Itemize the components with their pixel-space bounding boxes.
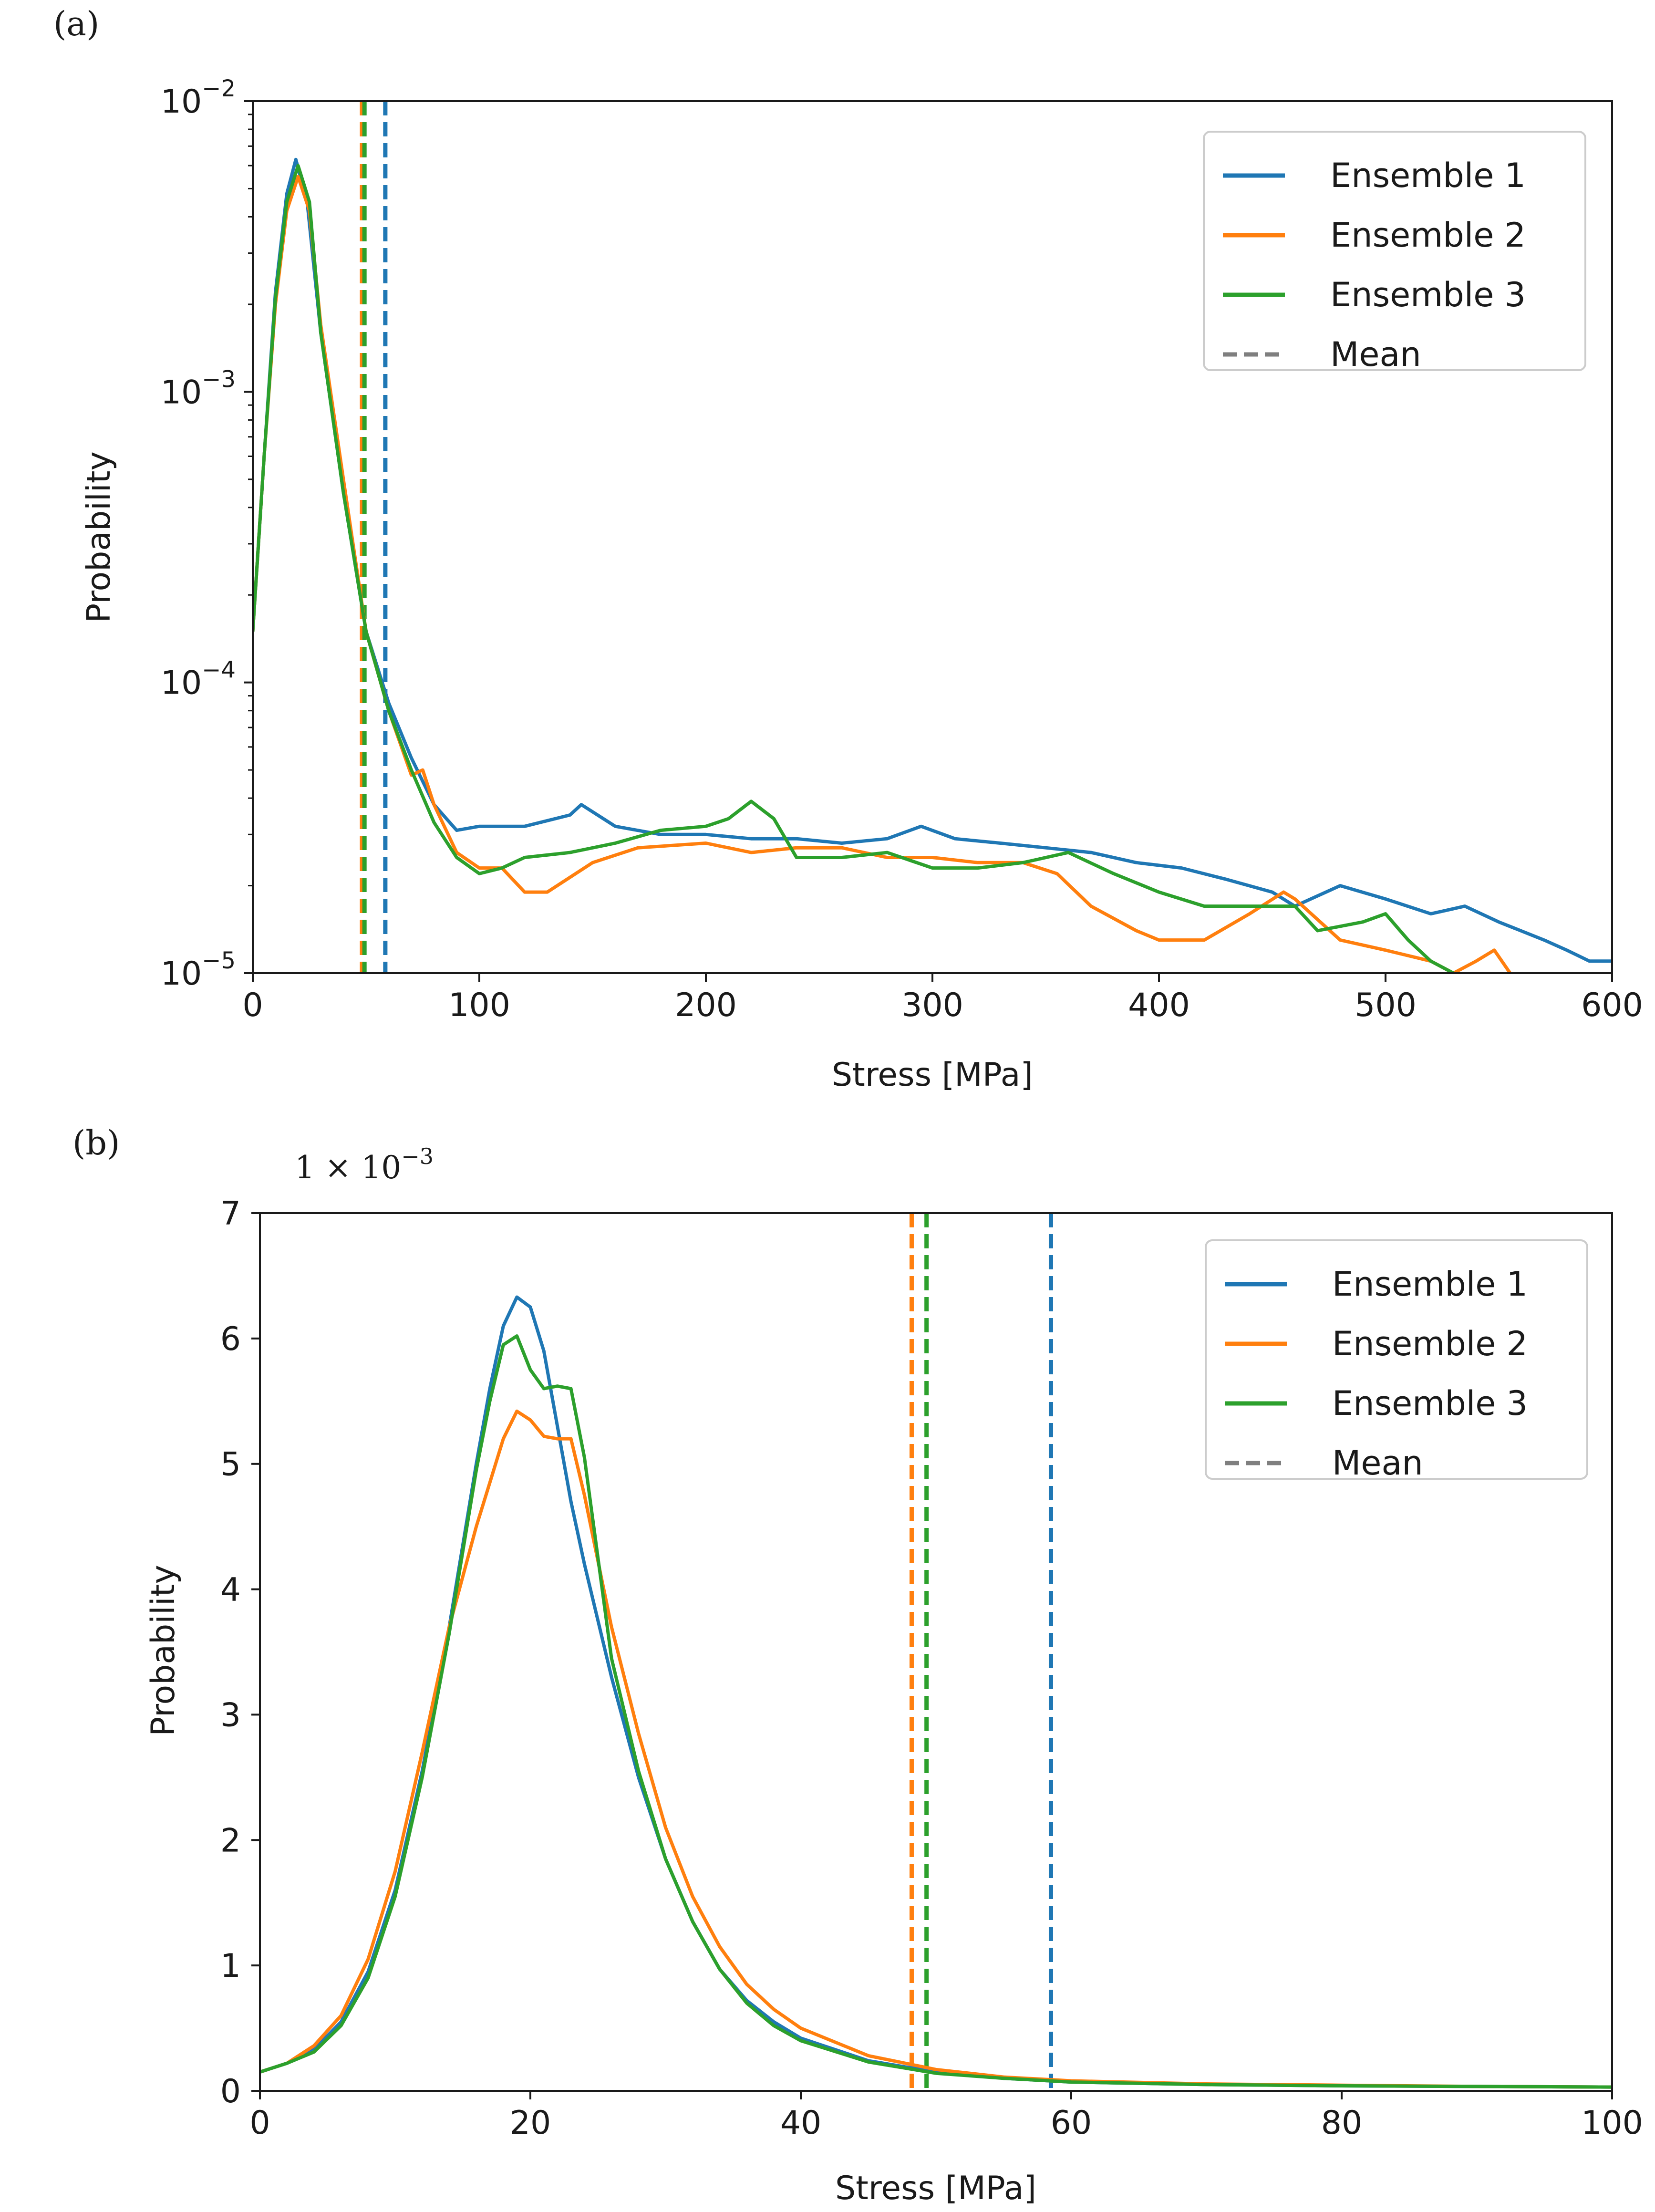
panel-b-xlabel: Stress [MPa] bbox=[835, 2170, 1036, 2207]
panel-a-label: (a) bbox=[53, 4, 99, 43]
panel-b-ytick-label: 3 bbox=[220, 1696, 241, 1734]
panel-a-legend: Ensemble 1 Ensemble 2 Ensemble 3 Mean bbox=[1203, 131, 1586, 374]
panel-a-series-ensemble-2 bbox=[253, 175, 1512, 973]
panel-b-series-ensemble-2 bbox=[260, 1409, 1612, 2089]
panel-a-legend-label-ensemble-2: Ensemble 2 bbox=[1330, 216, 1526, 255]
panel-b-xtick-label: 100 bbox=[1581, 2104, 1643, 2142]
panel-b-scale-factor-exp: −3 bbox=[401, 1143, 434, 1169]
panel-a-series-ensemble-3 bbox=[253, 164, 1455, 973]
panel-b-legend-label-ensemble-1: Ensemble 1 bbox=[1332, 1265, 1528, 1304]
panel-a-xtick-label: 200 bbox=[675, 987, 737, 1024]
panel-a-xtick-label: 0 bbox=[242, 987, 263, 1024]
panel-a-legend-box bbox=[1203, 131, 1586, 371]
panel-a-legend-label-ensemble-1: Ensemble 1 bbox=[1330, 156, 1526, 195]
panel-a-axes-frame bbox=[252, 100, 1613, 974]
panel-b: (b) 1 × 10−3 0 20 40 60 80 100 0 1 2 3 4 5 6 7 Stres… bbox=[72, 1123, 1643, 2207]
panel-a-xtick-label: 400 bbox=[1128, 987, 1190, 1024]
panel-a-xtick-label: 100 bbox=[448, 987, 510, 1024]
panel-b-ytick-label: 2 bbox=[220, 1822, 241, 1859]
panel-b-xtick-label: 40 bbox=[780, 2104, 822, 2142]
panel-b-legend-label-mean: Mean bbox=[1332, 1444, 1423, 1483]
panel-b-ytick-label: 0 bbox=[220, 2073, 241, 2110]
panel-b-ylabel: Probability bbox=[145, 1565, 182, 1736]
panel-b-axes-frame bbox=[259, 1212, 1613, 2092]
panel-a-xtick-label: 500 bbox=[1355, 987, 1417, 1024]
panel-b-ytick-label: 7 bbox=[220, 1195, 241, 1233]
panel-b-series-ensemble-3 bbox=[260, 1334, 1612, 2089]
panel-b-scale-factor: 1 × 10−3 bbox=[295, 1143, 434, 1186]
panel-b-legend-box bbox=[1205, 1239, 1588, 1480]
panel-b-ytick-label: 6 bbox=[220, 1320, 241, 1358]
panel-b-label: (b) bbox=[72, 1123, 120, 1163]
panel-a: (a) 0 100 200 300 400 500 600 10−2 10−3 10−4 10−5… bbox=[53, 4, 1643, 1094]
panel-a-ytick-label: 10−3 bbox=[161, 366, 236, 411]
panel-a-xtick-label: 600 bbox=[1581, 987, 1643, 1024]
panel-b-ytick-label: 1 bbox=[220, 1947, 241, 1985]
panel-b-xtick-label: 0 bbox=[249, 2104, 270, 2142]
panel-b-xtick-label: 80 bbox=[1321, 2104, 1363, 2142]
panel-a-ytick-label: 10−2 bbox=[161, 75, 236, 121]
panel-b-xtick-label: 20 bbox=[510, 2104, 551, 2142]
panel-a-ylabel: Probability bbox=[80, 451, 118, 623]
panel-b-scale-factor-base: 1 × 10 bbox=[295, 1149, 401, 1186]
panel-a-legend-label-mean: Mean bbox=[1330, 335, 1421, 374]
panel-a-ytick-label: 10−5 bbox=[161, 947, 236, 993]
panel-b-legend: Ensemble 1 Ensemble 2 Ensemble 3 Mean bbox=[1205, 1239, 1588, 1483]
panel-a-xtick-label: 300 bbox=[901, 987, 963, 1024]
panel-b-legend-label-ensemble-3: Ensemble 3 bbox=[1332, 1384, 1528, 1423]
panel-b-xtick-label: 60 bbox=[1051, 2104, 1092, 2142]
panel-a-legend-label-ensemble-3: Ensemble 3 bbox=[1330, 275, 1526, 314]
panel-b-legend-label-ensemble-2: Ensemble 2 bbox=[1332, 1324, 1528, 1363]
panel-a-ytick-label: 10−4 bbox=[161, 657, 236, 702]
panel-b-ytick-label: 4 bbox=[220, 1571, 241, 1609]
panel-a-xlabel: Stress [MPa] bbox=[832, 1056, 1033, 1094]
panel-b-ytick-label: 5 bbox=[220, 1446, 241, 1484]
